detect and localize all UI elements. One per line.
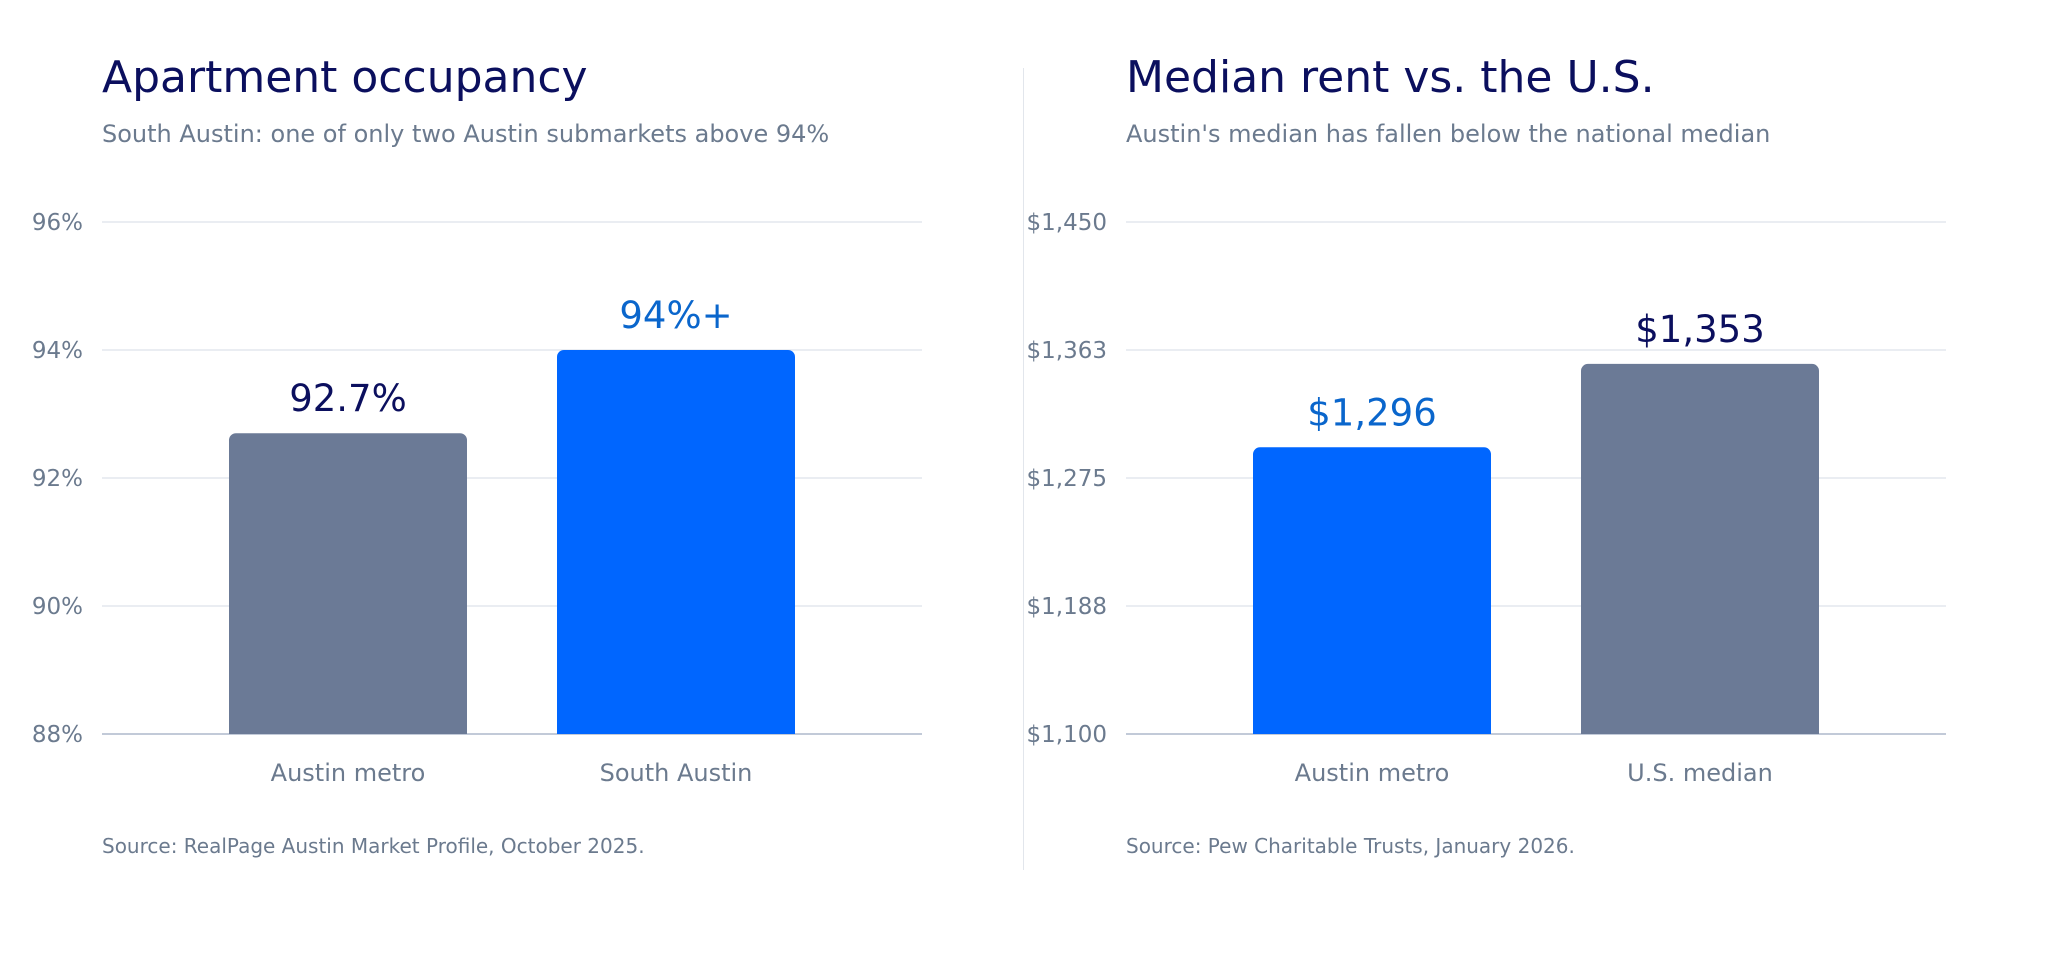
y-tick-label: 88% bbox=[32, 722, 83, 748]
bar bbox=[557, 350, 795, 734]
chart-subtitle: South Austin: one of only two Austin sub… bbox=[102, 120, 830, 148]
data-label: 94%+ bbox=[619, 294, 732, 337]
occupancy-chart-panel: Apartment occupancy South Austin: one of… bbox=[0, 0, 1000, 956]
rent-bar-chart: $1,100 $1,188 $1,275 $1,363 $1,450 $1,296 Aust… bbox=[1027, 210, 1946, 787]
data-label: 92.7% bbox=[289, 377, 407, 420]
bar bbox=[1581, 363, 1819, 734]
chart-source: Source: Pew Charitable Trusts, January 2… bbox=[1126, 834, 1575, 858]
bar bbox=[1253, 447, 1491, 734]
chart-title: Apartment occupancy bbox=[102, 52, 588, 103]
data-label: $1,296 bbox=[1307, 391, 1436, 434]
y-tick-label: 96% bbox=[32, 210, 83, 236]
y-tick-label: $1,275 bbox=[1027, 466, 1107, 492]
y-tick-label: 90% bbox=[32, 594, 83, 620]
rent-chart-panel: Median rent vs. the U.S. Austin's median… bbox=[1024, 0, 2024, 956]
bar-base bbox=[557, 724, 795, 734]
x-tick-label: South Austin bbox=[600, 759, 753, 787]
y-tick-label: $1,100 bbox=[1027, 722, 1107, 748]
chart-title: Median rent vs. the U.S. bbox=[1126, 52, 1655, 103]
bar-base bbox=[229, 724, 467, 734]
x-tick-label: U.S. median bbox=[1627, 759, 1773, 787]
chart-source: Source: RealPage Austin Market Profile, … bbox=[102, 834, 645, 858]
y-tick-label: 92% bbox=[32, 466, 83, 492]
y-tick-label: $1,363 bbox=[1027, 338, 1107, 364]
y-tick-label: 94% bbox=[32, 338, 83, 364]
x-tick-label: Austin metro bbox=[1295, 759, 1450, 787]
bar bbox=[229, 433, 467, 734]
data-label: $1,353 bbox=[1635, 308, 1764, 351]
x-tick-label: Austin metro bbox=[271, 759, 426, 787]
chart-subtitle: Austin's median has fallen below the nat… bbox=[1126, 120, 1771, 148]
y-tick-label: $1,188 bbox=[1027, 594, 1107, 620]
panel-divider bbox=[1023, 68, 1024, 870]
bar-base bbox=[1253, 724, 1491, 734]
y-tick-label: $1,450 bbox=[1027, 210, 1107, 236]
bar-base bbox=[1581, 724, 1819, 734]
occupancy-bar-chart: 88% 90% 92% 94% 96% 92.7% Austin metro 94%+ Sout… bbox=[32, 210, 922, 787]
